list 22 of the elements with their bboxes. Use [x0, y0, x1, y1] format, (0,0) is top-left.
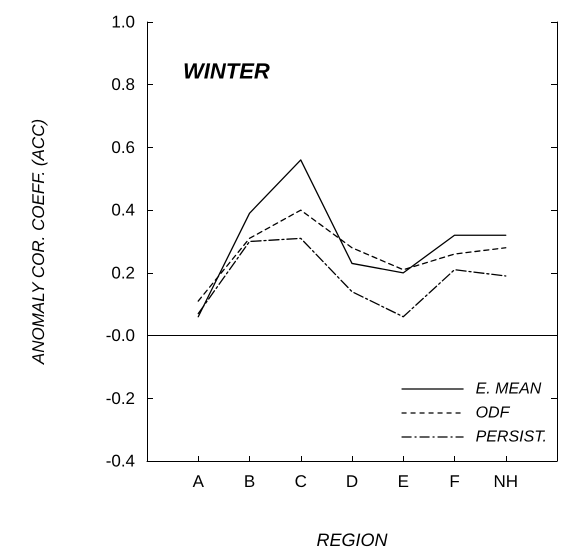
legend-label: E. MEAN [476, 380, 542, 398]
legend-label: ODF [476, 404, 511, 422]
text: WINTER [183, 58, 270, 84]
legend-label: PERSIST. [476, 428, 547, 446]
y-tick-label: 0.4 [111, 200, 135, 220]
y-tick-label: -0.2 [106, 388, 135, 408]
x-tick-label: C [294, 472, 307, 491]
y-tick-label: 0.2 [111, 263, 135, 282]
y-tick-label: 0.8 [111, 75, 135, 94]
y-axis-title: ANOMALY COR. COEFF. (ACC) [29, 118, 48, 366]
x-tick-label: B [244, 472, 256, 491]
y-tick-label: 0.6 [111, 138, 135, 157]
y-tick-label: -0.0 [106, 326, 135, 346]
x-tick-label: A [192, 472, 205, 491]
y-tick-label: 1.0 [111, 12, 135, 32]
x-tick-label: E [398, 472, 409, 491]
y-tick-label: -0.4 [106, 452, 135, 470]
x-tick-label: NH [493, 472, 518, 491]
x-tick-label: F [449, 472, 460, 491]
line-series [198, 159, 506, 318]
x-axis-title: REGION [316, 530, 388, 550]
x-tick-label: D [346, 472, 358, 491]
